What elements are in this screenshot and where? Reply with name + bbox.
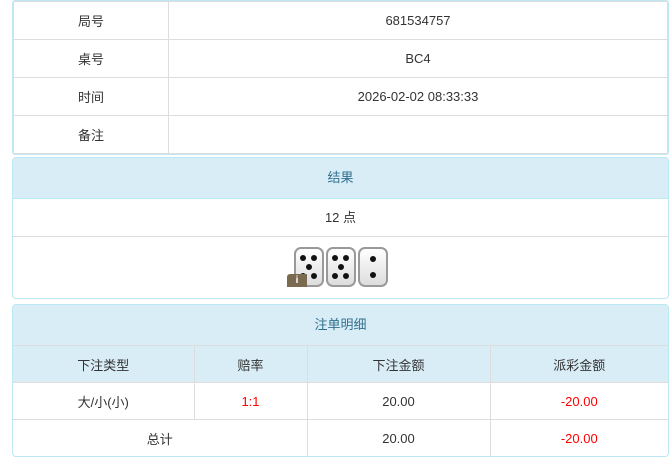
die-pip bbox=[331, 255, 338, 261]
bet-details-title: 注单明细 bbox=[13, 305, 668, 346]
label: 桌号 bbox=[13, 39, 169, 78]
die-pip bbox=[337, 264, 344, 270]
total-row: 总计 20.00 -20.00 bbox=[13, 419, 668, 456]
table-id-value: BC4 bbox=[168, 39, 668, 78]
dice-row bbox=[13, 237, 668, 297]
die-pip bbox=[311, 273, 318, 279]
amount: 20.00 bbox=[306, 382, 491, 420]
result-panel: 结果 12 点 bbox=[12, 157, 669, 299]
table-header: 下注类型 赔率 下注金额 派彩金额 bbox=[13, 345, 668, 383]
total-amount: 20.00 bbox=[306, 419, 491, 456]
label: 备注 bbox=[13, 115, 169, 154]
col-bet-type: 下注类型 bbox=[13, 345, 195, 383]
die-pip bbox=[369, 271, 376, 278]
die-pip bbox=[369, 256, 376, 263]
total-payout: -20.00 bbox=[489, 419, 668, 456]
label: 局号 bbox=[13, 1, 169, 40]
die-2 bbox=[357, 247, 388, 287]
die-pip bbox=[343, 273, 350, 279]
col-odds: 赔率 bbox=[193, 345, 308, 383]
table-row: 大/小(小) 1:1 20.00 -20.00 bbox=[13, 382, 668, 420]
payout: -20.00 bbox=[489, 382, 668, 420]
die-pip bbox=[343, 255, 350, 261]
row-remark: 备注 bbox=[13, 115, 668, 154]
die-pip bbox=[311, 255, 318, 261]
round-id-value: 681534757 bbox=[168, 1, 668, 40]
col-payout: 派彩金额 bbox=[489, 345, 668, 383]
result-title: 结果 bbox=[13, 158, 668, 199]
bet-type: 大/小(小) bbox=[13, 382, 195, 420]
col-amount: 下注金额 bbox=[306, 345, 491, 383]
info-icon[interactable]: i bbox=[287, 274, 307, 287]
row-time: 时间 2026-02-02 08:33:33 bbox=[13, 77, 668, 116]
result-points: 12 点 bbox=[13, 199, 668, 237]
die-pip bbox=[299, 255, 306, 261]
odds: 1:1 bbox=[193, 382, 308, 420]
row-round-id: 局号 681534757 bbox=[13, 1, 668, 40]
round-info-table: 局号 681534757 桌号 BC4 时间 2026-02-02 08:33:33 … bbox=[12, 0, 669, 155]
die-5 bbox=[325, 247, 356, 287]
die-pip bbox=[331, 273, 338, 279]
label: 时间 bbox=[13, 77, 169, 116]
die-pip bbox=[305, 264, 312, 270]
row-table-id: 桌号 BC4 bbox=[13, 39, 668, 78]
bet-details-panel: 注单明细 下注类型 赔率 下注金额 派彩金额 大/小(小) 1:1 20.00 … bbox=[12, 304, 669, 457]
time-value: 2026-02-02 08:33:33 bbox=[168, 77, 668, 116]
remark-value bbox=[168, 115, 668, 154]
total-label: 总计 bbox=[13, 419, 308, 456]
